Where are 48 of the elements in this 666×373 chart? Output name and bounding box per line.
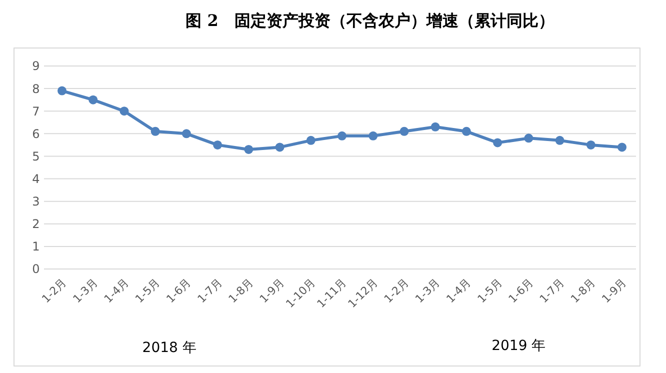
x-tick-label: 1-8月 [226,276,256,306]
x-tick-label: 1-7月 [195,276,225,306]
point [120,106,129,116]
point [213,140,222,150]
x-tick-label: 1-4月 [444,276,474,306]
x-tick-label: 1-5月 [475,276,505,306]
point [555,136,564,145]
y-tick-label: 7 [32,104,40,118]
point [275,142,284,152]
x-tick-label: 1-8月 [568,276,598,306]
x-tick-label: 1-4月 [102,276,132,306]
y-tick-label: 1 [32,240,40,254]
point [58,86,66,96]
x-tick-label: 1-2月 [382,276,412,306]
x-tick-label: 1-3月 [70,276,100,306]
text: 2018 年 [142,340,196,356]
x-tick-label: 1-3月 [412,276,442,306]
y-tick-label: 6 [32,126,40,141]
y-tick-label: 8 [32,82,40,96]
point [400,126,409,136]
x-tick-label: 1-6月 [164,276,194,306]
x-tick-label: 1-9月 [599,276,630,306]
point [150,126,160,136]
point [182,129,191,138]
y-tick-label: 0 [32,262,40,276]
point [88,95,98,104]
y-tick-label: 3 [32,194,40,209]
point [306,136,316,145]
point [618,142,626,152]
point [368,131,378,140]
x-tick-label: 1-9月 [257,276,287,306]
y-tick-label: 2 [32,217,40,232]
point [524,134,534,143]
point [338,131,346,140]
point [462,126,471,136]
x-tick-label: 1-6月 [506,276,536,306]
y-tick-label: 9 [32,59,40,74]
y-tick-label: 4 [32,172,40,186]
chart-title: 图 2 固定资产投资（不含农户）增速（累计同比） [186,11,554,30]
y-tick-label: 5 [32,149,40,164]
x-tick-label: 1-2月 [39,276,70,306]
x-tick-label: 1-5月 [132,276,162,306]
point [430,122,440,132]
point [586,140,596,150]
point [493,138,502,148]
text: 2019 年 [492,338,546,354]
point [244,144,254,154]
x-tick-label: 1-7月 [537,276,567,306]
